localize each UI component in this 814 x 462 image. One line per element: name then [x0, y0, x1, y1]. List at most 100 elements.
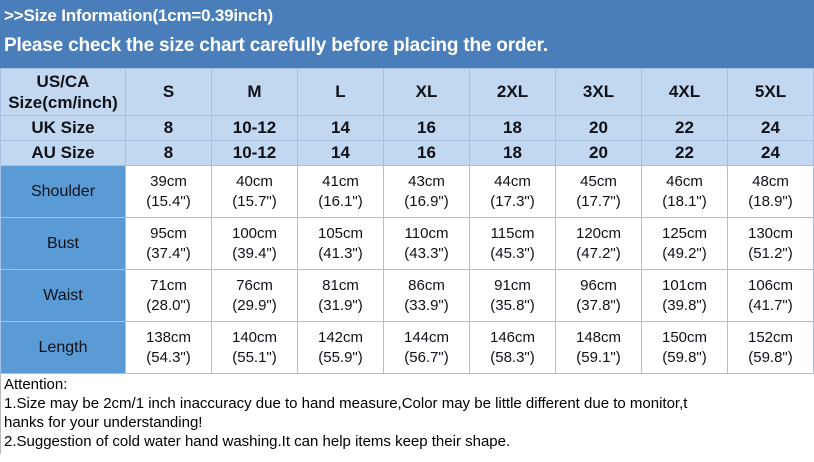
value-inch: (55.9") [318, 348, 363, 366]
waist-3xl: 96cm (37.8") [555, 269, 642, 322]
value-inch: (45.3") [490, 244, 535, 262]
value-cm: 144cm [403, 328, 450, 346]
header-size-l: L [297, 68, 384, 116]
uk-size-3xl: 20 [555, 115, 642, 141]
uk-size-5xl: 24 [727, 115, 814, 141]
value-cm: 142cm [317, 328, 364, 346]
value-cm: 48cm [752, 172, 789, 190]
shoulder-l: 41cm (16.1") [297, 165, 384, 218]
row-label-au-size: AU Size [0, 140, 126, 166]
note-1-line-2: hanks for your understanding! [4, 414, 203, 431]
au-size-2xl: 18 [469, 140, 556, 166]
value-inch: (59.8") [748, 348, 793, 366]
value-cm: 46cm [666, 172, 703, 190]
value-cm: 71cm [150, 276, 187, 294]
value-cm: 101cm [661, 276, 708, 294]
corner-label-line2: Size(cm/inch) [8, 93, 118, 112]
value-cm: 138cm [145, 328, 192, 346]
attention-heading: Attention: [4, 376, 68, 393]
uk-size-m: 10-12 [211, 115, 298, 141]
value-cm: 44cm [494, 172, 531, 190]
header-size-m: M [211, 68, 298, 116]
value-inch: (17.7") [576, 192, 621, 210]
value-inch: (17.3") [490, 192, 535, 210]
row-label-waist: Waist [0, 269, 126, 322]
value-inch: (41.3") [318, 244, 363, 262]
value-cm: 130cm [747, 224, 794, 242]
length-xl: 144cm (56.7") [383, 321, 470, 374]
au-size-3xl: 20 [555, 140, 642, 166]
value-inch: (59.8") [662, 348, 707, 366]
value-cm: 91cm [494, 276, 531, 294]
header-size-2xl: 2XL [469, 68, 556, 116]
banner-title: >>Size Information(1cm=0.39inch) [4, 6, 273, 25]
value-inch: (37.8") [576, 296, 621, 314]
bust-2xl: 115cm (45.3") [469, 217, 556, 270]
bust-s: 95cm (37.4") [125, 217, 212, 270]
shoulder-2xl: 44cm (17.3") [469, 165, 556, 218]
value-cm: 106cm [747, 276, 794, 294]
value-inch: (39.4") [232, 244, 277, 262]
value-cm: 150cm [661, 328, 708, 346]
table-row-bust: Bust 95cm (37.4") 100cm (39.4") 105cm (41.3… [0, 217, 814, 270]
value-cm: 95cm [150, 224, 187, 242]
row-label-uk-size: UK Size [0, 115, 126, 141]
value-cm: 152cm [747, 328, 794, 346]
length-l: 142cm (55.9") [297, 321, 384, 374]
value-inch: (59.1") [576, 348, 621, 366]
value-cm: 43cm [408, 172, 445, 190]
value-inch: (55.1") [232, 348, 277, 366]
waist-4xl: 101cm (39.8") [641, 269, 728, 322]
size-chart-table: US/CA Size(cm/inch) S M L XL 2XL 3XL 4XL… [0, 68, 814, 374]
value-inch: (49.2") [662, 244, 707, 262]
au-size-l: 14 [297, 140, 384, 166]
value-cm: 40cm [236, 172, 273, 190]
value-inch: (37.4") [146, 244, 191, 262]
header-corner-cell: US/CA Size(cm/inch) [0, 68, 126, 116]
uk-size-4xl: 22 [641, 115, 728, 141]
value-inch: (15.7") [232, 192, 277, 210]
bust-5xl: 130cm (51.2") [727, 217, 814, 270]
au-size-4xl: 22 [641, 140, 728, 166]
value-inch: (56.7") [404, 348, 449, 366]
length-m: 140cm (55.1") [211, 321, 298, 374]
shoulder-m: 40cm (15.7") [211, 165, 298, 218]
value-inch: (16.9") [404, 192, 449, 210]
table-row-shoulder: Shoulder 39cm (15.4") 40cm (15.7") 41cm (16… [0, 165, 814, 218]
header-size-3xl: 3XL [555, 68, 642, 116]
value-cm: 115cm [490, 224, 535, 242]
value-inch: (47.2") [576, 244, 621, 262]
bust-l: 105cm (41.3") [297, 217, 384, 270]
value-inch: (29.9") [232, 296, 277, 314]
header-size-xl: XL [383, 68, 470, 116]
header-size-s: S [125, 68, 212, 116]
table-row-length: Length 138cm (54.3") 140cm (55.1") 142cm (5… [0, 321, 814, 374]
length-3xl: 148cm (59.1") [555, 321, 642, 374]
waist-xl: 86cm (33.9") [383, 269, 470, 322]
value-cm: 45cm [580, 172, 617, 190]
length-s: 138cm (54.3") [125, 321, 212, 374]
uk-size-xl: 16 [383, 115, 470, 141]
header-size-4xl: 4XL [641, 68, 728, 116]
value-cm: 39cm [150, 172, 187, 190]
waist-s: 71cm (28.0") [125, 269, 212, 322]
value-inch: (31.9") [318, 296, 363, 314]
header-size-5xl: 5XL [727, 68, 814, 116]
table-row-waist: Waist 71cm (28.0") 76cm (29.9") 81cm (31.9"… [0, 269, 814, 322]
attention-notes: Attention: 1.Size may be 2cm/1 inch inac… [0, 374, 814, 454]
shoulder-s: 39cm (15.4") [125, 165, 212, 218]
uk-size-2xl: 18 [469, 115, 556, 141]
au-size-m: 10-12 [211, 140, 298, 166]
value-cm: 105cm [317, 224, 364, 242]
bust-xl: 110cm (43.3") [383, 217, 470, 270]
table-row-uk-size: UK Size 8 10-12 14 16 18 20 22 24 [0, 115, 814, 141]
waist-m: 76cm (29.9") [211, 269, 298, 322]
value-cm: 76cm [236, 276, 273, 294]
value-cm: 110cm [404, 224, 449, 242]
waist-5xl: 106cm (41.7") [727, 269, 814, 322]
value-cm: 148cm [575, 328, 622, 346]
value-cm: 146cm [489, 328, 536, 346]
uk-size-l: 14 [297, 115, 384, 141]
length-4xl: 150cm (59.8") [641, 321, 728, 374]
note-2: 2.Suggestion of cold water hand washing.… [4, 433, 511, 450]
